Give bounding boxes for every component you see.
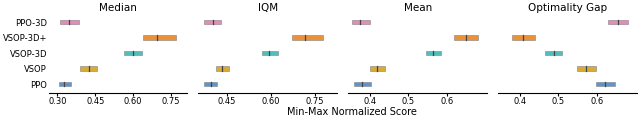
Bar xyxy=(204,82,217,86)
Title: Mean: Mean xyxy=(404,3,432,13)
Bar xyxy=(262,51,278,55)
Bar xyxy=(59,82,71,86)
Title: IQM: IQM xyxy=(258,3,278,13)
Bar xyxy=(204,20,221,24)
Bar xyxy=(545,51,562,55)
Bar xyxy=(426,51,441,55)
Bar xyxy=(124,51,142,55)
Bar xyxy=(454,35,477,40)
Bar xyxy=(143,35,176,40)
Bar xyxy=(512,35,535,40)
Bar xyxy=(370,66,385,71)
Text: Min-Max Normalized Score: Min-Max Normalized Score xyxy=(287,107,417,117)
Bar xyxy=(292,35,323,40)
Bar xyxy=(596,82,615,86)
Title: Median: Median xyxy=(99,3,137,13)
Bar xyxy=(608,20,628,24)
Title: Optimality Gap: Optimality Gap xyxy=(528,3,607,13)
Bar xyxy=(354,82,371,86)
Bar xyxy=(216,66,229,71)
Bar xyxy=(60,20,79,24)
Bar xyxy=(352,20,370,24)
Bar xyxy=(577,66,596,71)
Bar xyxy=(80,66,97,71)
